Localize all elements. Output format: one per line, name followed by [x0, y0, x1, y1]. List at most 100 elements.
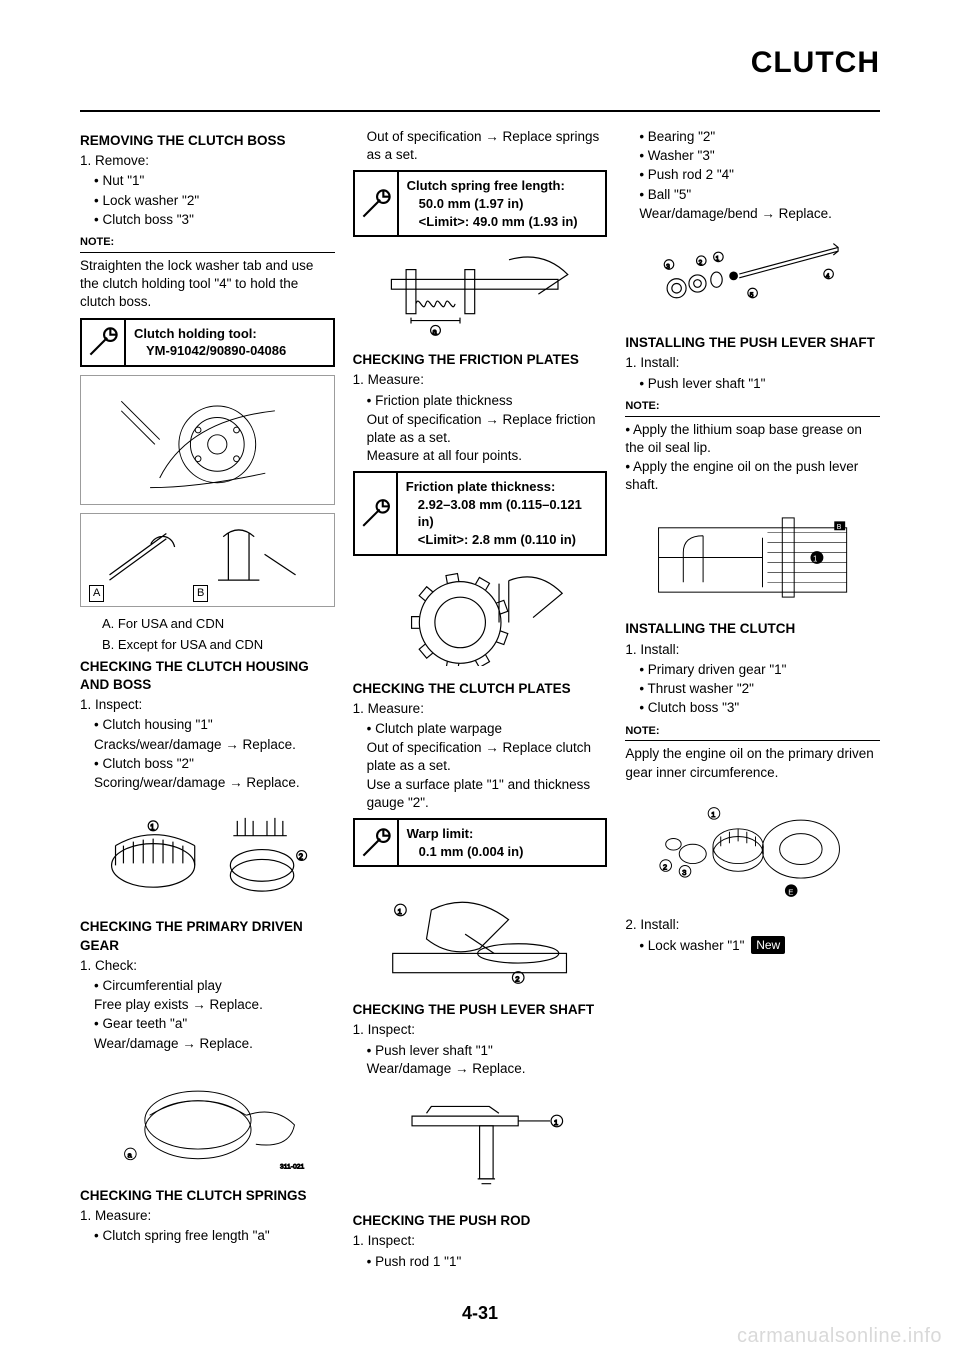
spec-title: Clutch spring free length:	[407, 178, 565, 193]
bullet: Push lever shaft "1"	[639, 375, 880, 393]
sub: Out of specification → Replace clutch pl…	[367, 739, 608, 775]
bullet: Gear teeth "a"	[94, 1015, 335, 1033]
heading-friction-plates: CHECKING THE FRICTION PLATES	[353, 351, 608, 369]
heading-check-springs: CHECKING THE CLUTCH SPRINGS	[80, 1187, 335, 1205]
bullet: Clutch boss "2"	[94, 755, 335, 773]
bullet: Clutch plate warpage	[367, 720, 608, 738]
spec-value: 50.0 mm (1.97 in)	[419, 195, 578, 213]
step: 1. Check:	[80, 957, 335, 975]
step: 1. Remove:	[80, 152, 335, 170]
heading-clutch-plates: CHECKING THE CLUTCH PLATES	[353, 680, 608, 698]
heading-push-rod: CHECKING THE PUSH ROD	[353, 1212, 608, 1230]
spec-box-tool: Clutch holding tool: YM-91042/90890-0408…	[80, 318, 335, 367]
svg-text:4: 4	[826, 273, 830, 280]
bullet: Washer "3"	[639, 147, 880, 165]
spec-value: <Limit>: 49.0 mm (1.93 in)	[419, 213, 578, 231]
sub: Wear/damage → Replace.	[367, 1060, 608, 1078]
svg-text:2: 2	[698, 259, 702, 266]
content-columns: REMOVING THE CLUTCH BOSS 1. Remove: Nut …	[80, 128, 880, 1280]
bullet: Ball "5"	[639, 186, 880, 204]
svg-text:E: E	[788, 887, 793, 896]
caption-b: B. Except for USA and CDN	[102, 636, 335, 654]
spec-box-spring: Clutch spring free length: 50.0 mm (1.97…	[353, 170, 608, 237]
header-rule	[80, 110, 880, 112]
wrench-icon	[82, 320, 126, 365]
wrench-icon	[355, 820, 399, 865]
svg-text:311-021: 311-021	[280, 1163, 305, 1170]
rule	[80, 252, 335, 253]
svg-text:1: 1	[554, 1118, 558, 1127]
figure-tools-ab: A B	[80, 513, 335, 607]
step: 1. Measure:	[80, 1207, 335, 1225]
svg-text:5: 5	[750, 292, 754, 299]
sub: Out of specification → Replace friction …	[367, 411, 608, 447]
bullet: Nut "1"	[94, 172, 335, 190]
svg-text:3: 3	[666, 263, 670, 270]
bullet: Clutch spring free length "a"	[94, 1227, 335, 1245]
step: 1. Inspect:	[80, 696, 335, 714]
spec-box-warp: Warp limit: 0.1 mm (0.004 in)	[353, 818, 608, 867]
svg-text:a: a	[127, 1150, 132, 1159]
step: 1. Measure:	[353, 371, 608, 389]
page-title: CLUTCH	[751, 46, 880, 80]
new-badge: New	[751, 936, 785, 954]
sub: Scoring/wear/damage → Replace.	[94, 774, 335, 792]
note-bullet: Apply the engine oil on the push lever s…	[625, 458, 880, 494]
step: 2. Install:	[625, 916, 880, 934]
step: 1. Install:	[625, 641, 880, 659]
sub: Measure at all four points.	[367, 447, 608, 465]
bullet: Clutch boss "3"	[639, 699, 880, 717]
figure-caliper-spring: a	[353, 245, 608, 343]
figure-housing-boss: 1 2	[80, 800, 335, 910]
figure-install-clutch-parts: 1 2 3 E	[625, 790, 880, 908]
bullet: Clutch housing "1"	[94, 716, 335, 734]
bullet: Push rod 2 "4"	[639, 166, 880, 184]
note-text: Apply the engine oil on the primary driv…	[625, 745, 880, 781]
svg-text:a: a	[433, 327, 438, 336]
bullet: Push lever shaft "1"	[367, 1042, 608, 1060]
svg-text:1: 1	[716, 256, 720, 263]
note-label: NOTE:	[80, 235, 335, 250]
svg-text:1: 1	[711, 810, 715, 819]
bullet: Bearing "2"	[639, 128, 880, 146]
spec-value: <Limit>: 2.8 mm (0.110 in)	[418, 531, 598, 549]
spec-title: Friction plate thickness:	[406, 479, 556, 494]
label-a: A	[89, 585, 104, 602]
heading-check-housing: CHECKING THE CLUTCH HOUSING AND BOSS	[80, 658, 335, 694]
bullet: Lock washer "1" New	[639, 936, 880, 955]
bullet: Thrust washer "2"	[639, 680, 880, 698]
bullet: Primary driven gear "1"	[639, 661, 880, 679]
sub: Cracks/wear/damage → Replace.	[94, 736, 335, 754]
spec-title: Warp limit:	[407, 826, 474, 841]
watermark: carmanualsonline.info	[737, 1325, 942, 1348]
spec-value: YM-91042/90890-04086	[146, 342, 286, 360]
step: 1. Inspect:	[353, 1021, 608, 1039]
label-b: B	[193, 585, 208, 602]
heading-push-lever-shaft: CHECKING THE PUSH LEVER SHAFT	[353, 1001, 608, 1019]
figure-push-lever: 1	[353, 1086, 608, 1204]
spec-value: 2.92–3.08 mm (0.115–0.121 in)	[418, 496, 598, 531]
sub: Free play exists → Replace.	[94, 996, 335, 1014]
figure-friction-plate	[353, 564, 608, 672]
figure-gear-hand: a 311-021	[80, 1061, 335, 1179]
sub: Out of specification → Replace springs a…	[367, 128, 608, 164]
caption-a: A. For USA and CDN	[102, 615, 335, 633]
bullet: Friction plate thickness	[367, 392, 608, 410]
svg-text:2: 2	[663, 862, 667, 871]
svg-text:3: 3	[682, 868, 686, 877]
figure-install-shaft: 1 B	[625, 502, 880, 612]
svg-text:2: 2	[516, 975, 520, 984]
heading-install-push-lever: INSTALLING THE PUSH LEVER SHAFT	[625, 334, 880, 352]
sub: Wear/damage/bend → Replace.	[639, 205, 880, 223]
spec-value: 0.1 mm (0.004 in)	[419, 843, 524, 861]
bullet: Circumferential play	[94, 977, 335, 995]
svg-text:1: 1	[813, 554, 818, 563]
note-bullet: Apply the lithium soap base grease on th…	[625, 421, 880, 457]
sub: Use a surface plate "1" and thickness ga…	[367, 776, 608, 812]
bullet-text: Lock washer "1"	[648, 938, 745, 953]
step: 1. Measure:	[353, 700, 608, 718]
spec-title: Clutch holding tool:	[134, 326, 257, 341]
step: 1. Inspect:	[353, 1232, 608, 1250]
note-label: NOTE:	[625, 399, 880, 414]
note-label: NOTE:	[625, 724, 880, 739]
